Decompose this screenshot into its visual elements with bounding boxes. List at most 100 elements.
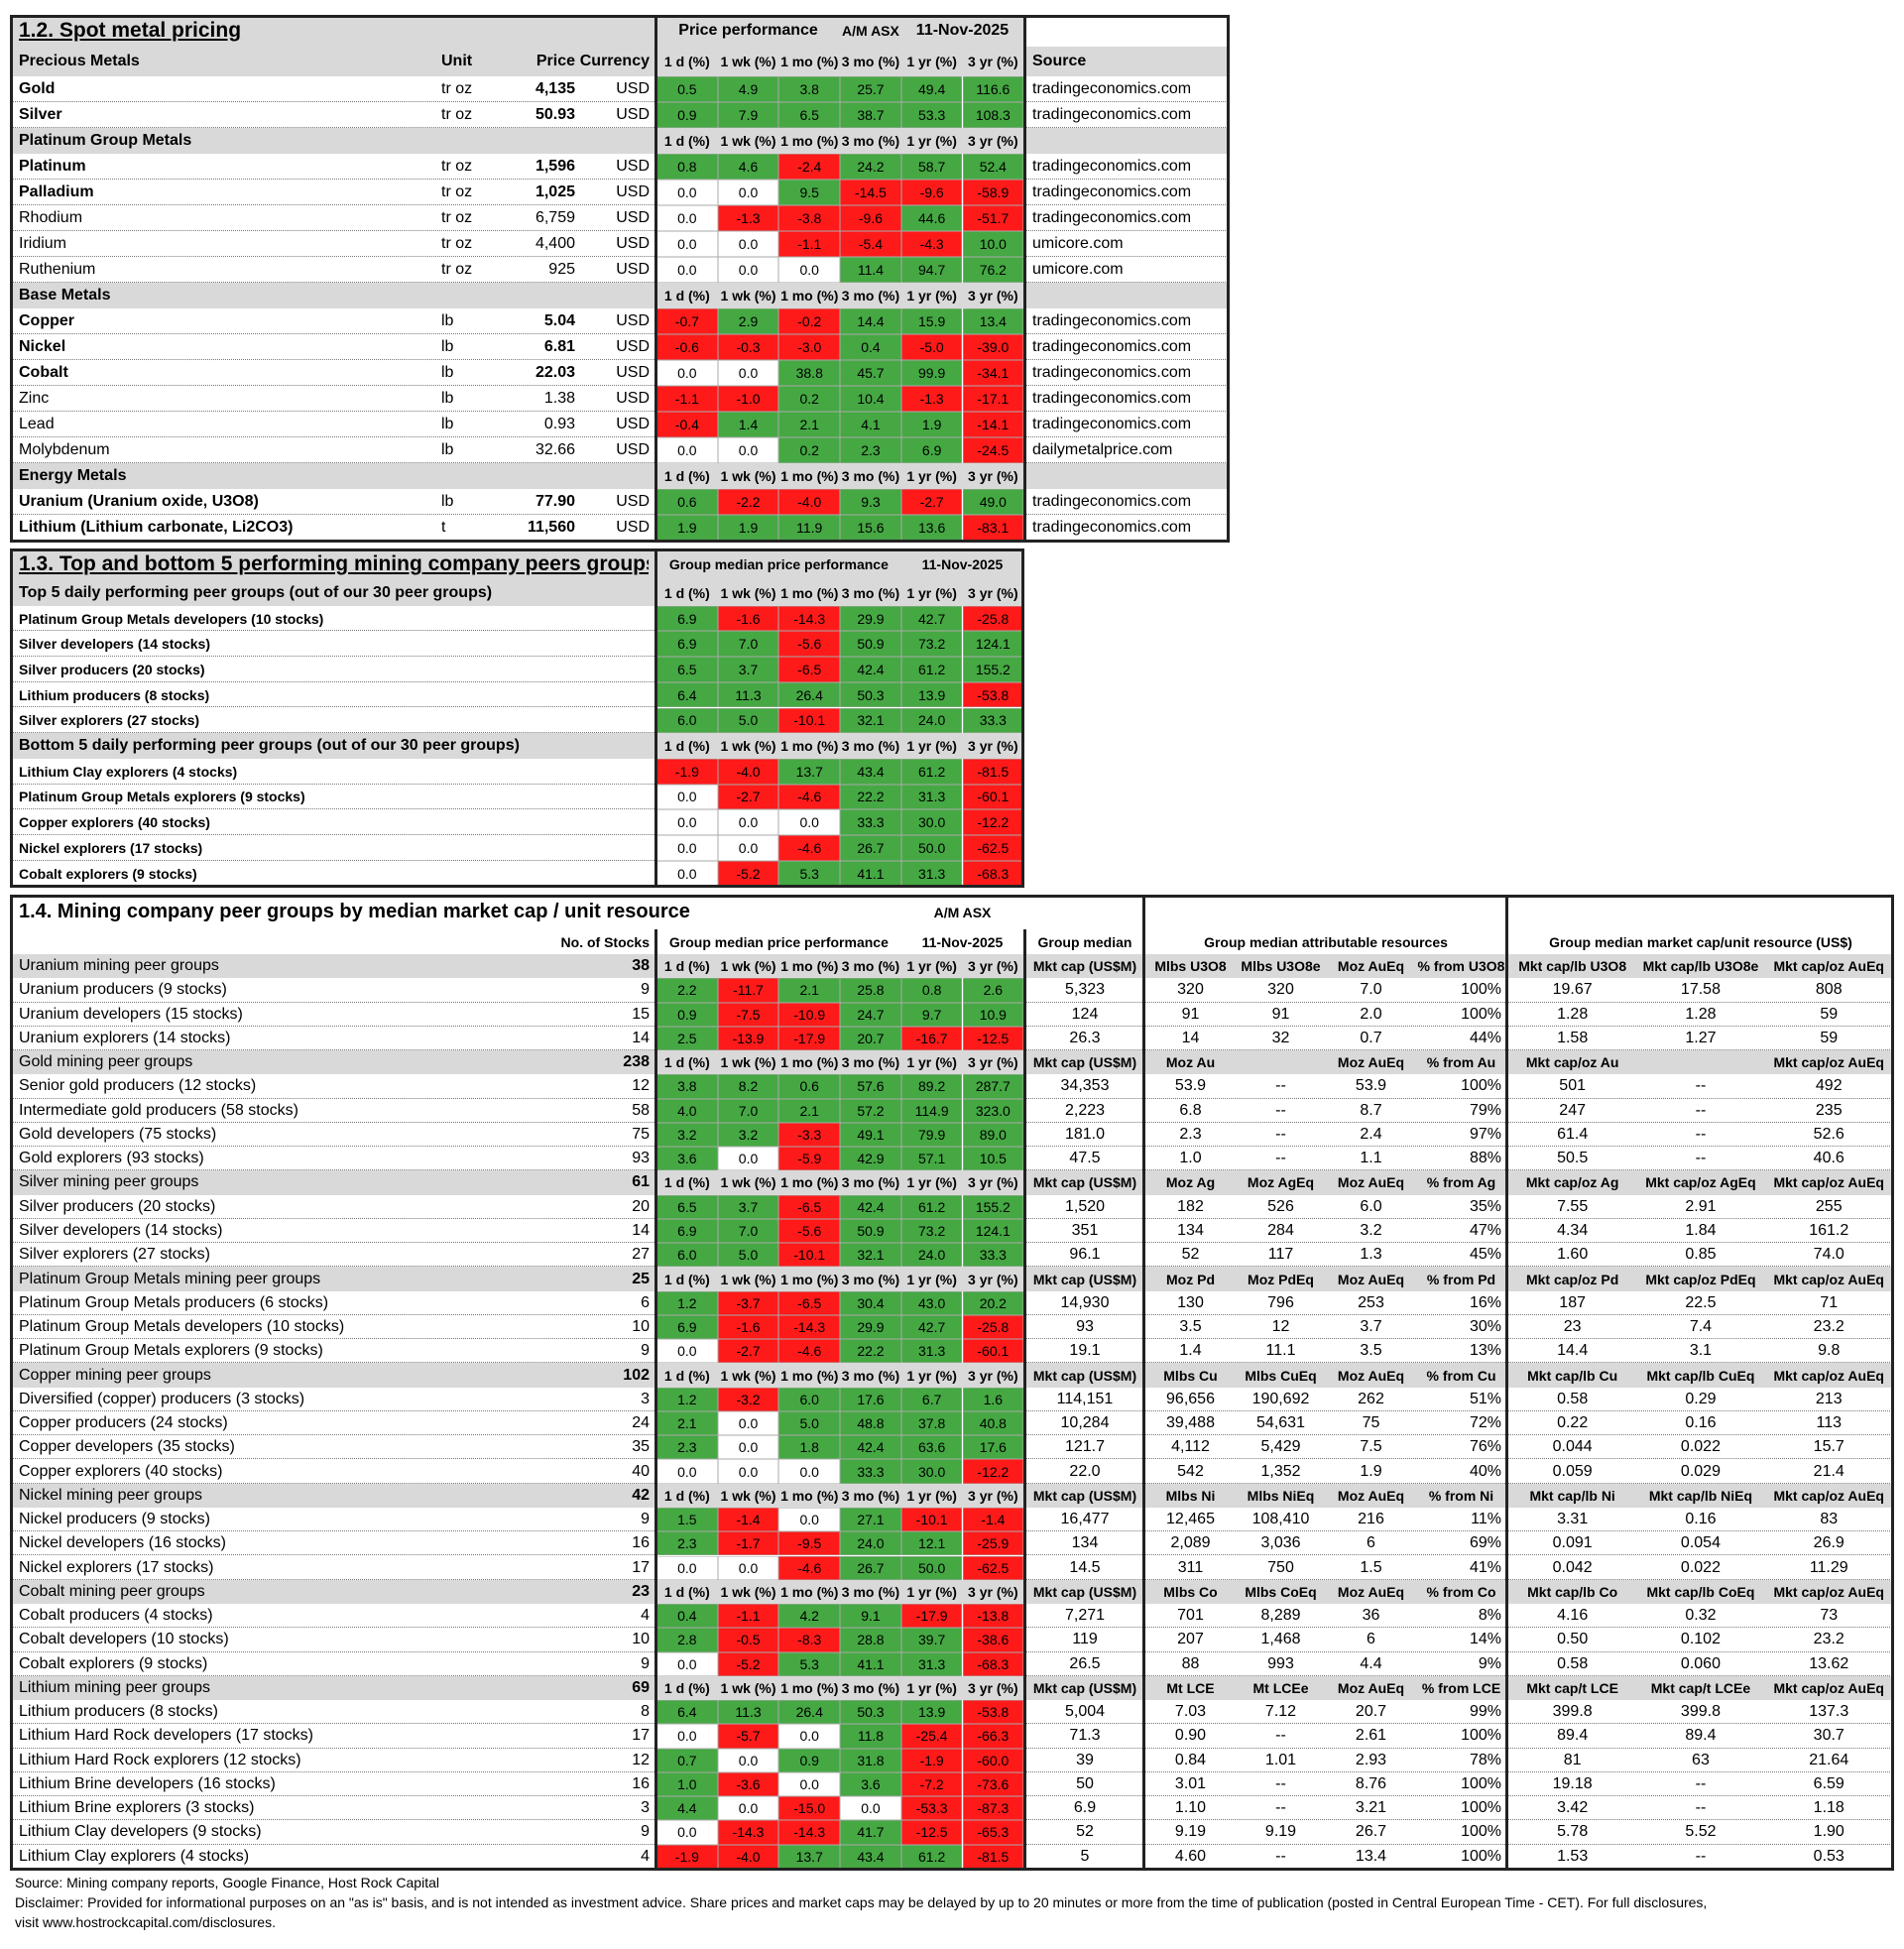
- perf-cell: 99.9: [900, 360, 963, 386]
- perf-cell: 108.3: [962, 102, 1024, 128]
- metal-name: Uranium (Uranium oxide, U3O8): [19, 493, 259, 510]
- perf-cell: -4.0: [778, 489, 841, 515]
- peer-group-name: Nickel explorers (17 stocks): [19, 839, 203, 856]
- perf-cell: -1.6: [717, 605, 779, 632]
- column-header: Moz Ag: [1165, 1174, 1216, 1191]
- row-line: [10, 759, 654, 785]
- perf-cell: 24.0: [840, 1531, 901, 1556]
- metal-name: Lead: [19, 416, 55, 432]
- column-header: Mkt cap (US$M): [1032, 1679, 1137, 1696]
- column-header: Moz AuEq: [1337, 1583, 1405, 1600]
- resource: 88%: [1469, 1150, 1501, 1167]
- perf-cell: 7.0: [717, 1098, 779, 1123]
- divider: [654, 548, 657, 887]
- resource: 9.19: [1264, 1823, 1297, 1841]
- resource: 47%: [1469, 1221, 1501, 1239]
- resource: 78%: [1469, 1751, 1501, 1768]
- resource: 8,289: [1260, 1607, 1301, 1625]
- perf-cell: -66.3: [962, 1724, 1024, 1749]
- cap-per-unit: 0.044: [1552, 1438, 1593, 1456]
- column-header: Mkt cap/lb U3O8: [1518, 958, 1627, 975]
- perf-cell: 10.0: [962, 231, 1024, 257]
- header-band: [10, 463, 1230, 489]
- group-name: Top 5 daily performing peer groups (out …: [19, 583, 493, 601]
- divider: [1505, 895, 1508, 1869]
- cap-per-unit: 17.58: [1680, 981, 1721, 999]
- footnote: Source: Mining company reports, Google F…: [15, 1874, 439, 1890]
- price: 22.03: [535, 364, 575, 381]
- perf-cell: 7.9: [717, 102, 779, 128]
- perf-cell: -8.3: [778, 1628, 841, 1652]
- perf-cell: -4.6: [778, 1555, 841, 1580]
- resource: 182: [1177, 1197, 1204, 1215]
- column-header: 1 wk (%): [720, 1367, 776, 1384]
- currency: USD: [616, 209, 650, 226]
- perf-cell: 287.7: [962, 1074, 1024, 1099]
- row-line: [10, 1243, 654, 1268]
- resource: 134: [1177, 1221, 1204, 1239]
- resource: 3,036: [1260, 1534, 1301, 1552]
- cap-per-unit: 1.58: [1557, 1029, 1589, 1046]
- price: 4,400: [535, 235, 575, 252]
- perf-cell: 50.0: [900, 1555, 963, 1580]
- market-cap: 16,477: [1060, 1511, 1110, 1528]
- perf-cell: 30.4: [840, 1290, 901, 1315]
- column-header: Mkt cap/t LCE: [1526, 1679, 1618, 1696]
- perf-cell: 3.8: [778, 76, 841, 102]
- row-line: [1024, 76, 1230, 102]
- perf-cell: 13.9: [900, 1700, 963, 1725]
- resource: 0.90: [1174, 1727, 1207, 1745]
- column-header: 1 mo (%): [780, 54, 839, 69]
- group-name: Platinum Group Metals mining peer groups: [19, 1270, 321, 1287]
- currency: USD: [616, 519, 650, 536]
- column-header: 1 yr (%): [906, 1054, 957, 1071]
- row-line: [10, 682, 654, 708]
- resource: --: [1275, 1799, 1286, 1817]
- perf-cell: -0.2: [778, 308, 841, 334]
- column-header: 1 d (%): [663, 738, 710, 755]
- row-line: [10, 1531, 654, 1556]
- perf-cell: 26.4: [778, 681, 841, 708]
- perf-cell: 8.2: [717, 1074, 779, 1099]
- cap-per-unit: 83: [1820, 1511, 1839, 1528]
- column-header: Group median market cap/unit resource (U…: [1549, 933, 1852, 950]
- row-line: [10, 1074, 654, 1099]
- resource: 32: [1271, 1029, 1290, 1046]
- divider: [1023, 929, 1026, 1869]
- perf-cell: 0.4: [840, 334, 901, 360]
- peer-group-name: Lithium Clay explorers (4 stocks): [19, 1847, 250, 1865]
- perf-cell: -3.2: [717, 1387, 779, 1411]
- price: 32.66: [535, 441, 575, 458]
- cap-per-unit: 52.6: [1813, 1125, 1844, 1143]
- perf-cell: -17.1: [962, 386, 1024, 412]
- perf-cell: 0.0: [656, 205, 718, 231]
- row-line: [10, 180, 654, 205]
- perf-cell: 33.3: [962, 707, 1024, 734]
- header-band: [1024, 47, 1230, 76]
- header-band: [10, 1170, 1894, 1195]
- perf-cell: 6.9: [656, 631, 718, 658]
- column-header: 1 yr (%): [906, 584, 957, 601]
- column-header: 3 yr (%): [968, 1679, 1018, 1696]
- perf-cell: 0.0: [717, 1435, 779, 1460]
- cap-per-unit: 9.8: [1818, 1342, 1841, 1360]
- perf-cell: 24.0: [900, 707, 963, 734]
- cap-per-unit: 22.5: [1685, 1293, 1717, 1311]
- row-line: [1024, 1388, 1894, 1411]
- stock-count: 17: [632, 1558, 650, 1576]
- stock-count: 93: [632, 1150, 650, 1167]
- row-line: [10, 76, 654, 102]
- column-header: 1 yr (%): [906, 54, 957, 69]
- row-line: [1024, 334, 1230, 360]
- column-header: % from U3O8: [1417, 958, 1505, 975]
- header-band: [10, 128, 1230, 154]
- stock-count: 9: [641, 1342, 650, 1360]
- resource: 54,631: [1256, 1414, 1305, 1432]
- row-line: [10, 978, 654, 1003]
- peer-group-name: Gold explorers (93 stocks): [19, 1150, 204, 1167]
- resource: 12,465: [1166, 1511, 1215, 1528]
- row-line: [1024, 1243, 1894, 1268]
- market-cap: 50: [1076, 1774, 1094, 1792]
- source: tradingeconomics.com: [1032, 493, 1192, 510]
- perf-cell: 0.9: [656, 1002, 718, 1027]
